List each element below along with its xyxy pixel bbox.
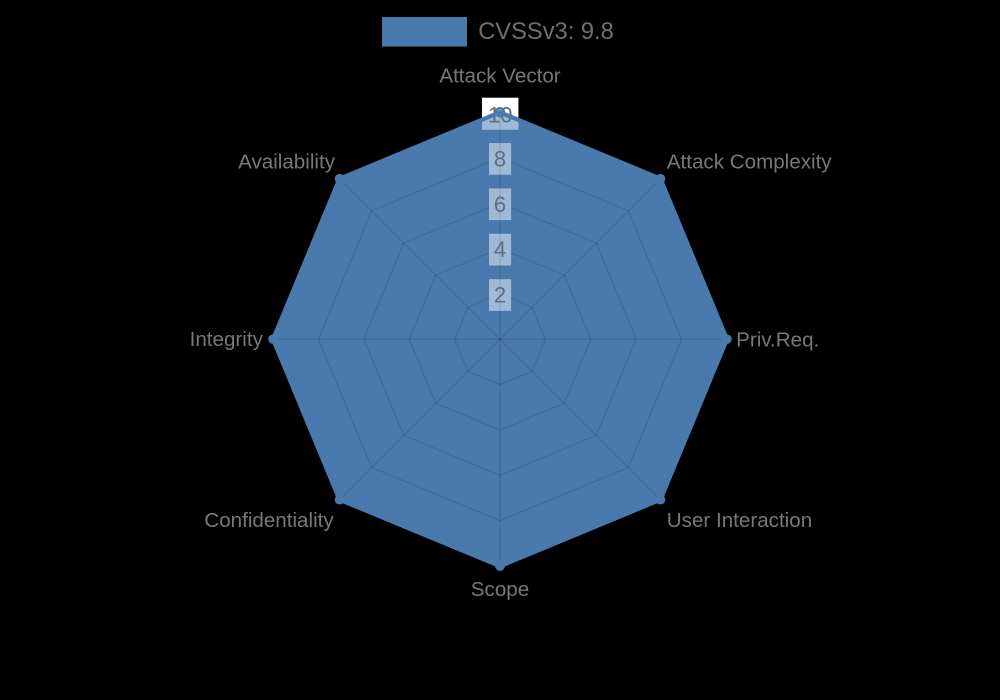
svg-text:2: 2 <box>494 283 506 308</box>
svg-text:Availability: Availability <box>238 151 336 174</box>
svg-text:Attack Complexity: Attack Complexity <box>667 151 833 174</box>
svg-text:6: 6 <box>494 192 506 217</box>
svg-text:Confidentiality: Confidentiality <box>204 509 334 532</box>
svg-text:Attack Vector: Attack Vector <box>439 65 560 88</box>
svg-text:CVSSv3: 9.8: CVSSv3: 9.8 <box>478 19 614 45</box>
svg-text:User Interaction: User Interaction <box>667 509 812 532</box>
svg-text:4: 4 <box>494 237 506 262</box>
svg-text:Scope: Scope <box>471 578 529 601</box>
svg-text:8: 8 <box>494 146 506 171</box>
svg-text:Priv.Req.: Priv.Req. <box>736 329 819 352</box>
svg-text:Integrity: Integrity <box>190 328 264 351</box>
